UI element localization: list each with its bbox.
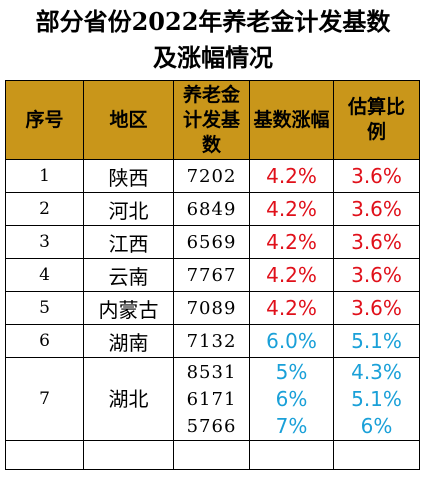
blank-cell (333, 440, 420, 470)
table-row: 2 河北 6849 4.2% 3.6% (5, 192, 420, 226)
cell-base: 7767 (173, 258, 250, 292)
cell-region: 陕西 (83, 159, 174, 193)
header-increase: 基数涨幅 (249, 80, 334, 160)
base-value: 6171 (186, 388, 237, 410)
cell-region: 湖北 (83, 357, 174, 441)
cell-increase: 4.2% (249, 291, 334, 325)
cell-ratio: 4.3% 5.1% 6% (333, 357, 420, 441)
table-row: 3 江西 6569 4.2% 3.6% (5, 225, 420, 259)
cell-ratio: 3.6% (333, 159, 420, 193)
header-no: 序号 (5, 80, 84, 160)
table-row: 7 湖北 8531 6171 5766 5% 6% 7% 4.3% 5.1% 6… (5, 357, 420, 441)
base-value: 8531 (186, 361, 237, 383)
ratio-value: 5.1% (351, 386, 402, 411)
cell-region: 内蒙古 (83, 291, 174, 325)
cell-base: 8531 6171 5766 (173, 357, 250, 441)
cell-no: 7 (5, 357, 84, 441)
cell-increase: 4.2% (249, 159, 334, 193)
cell-increase: 5% 6% 7% (249, 357, 334, 441)
cell-region: 江西 (83, 225, 174, 259)
blank-cell (5, 440, 84, 470)
table-header-row: 序号 地区 养老金 计发基 数 基数涨幅 估算比 例 (5, 80, 420, 160)
page-title: 部分省份2022年养老金计发基数 及涨幅情况 (0, 4, 426, 78)
cell-ratio: 5.1% (333, 324, 420, 358)
cell-no: 5 (5, 291, 84, 325)
table-row: 5 内蒙古 7089 4.2% 3.6% (5, 291, 420, 325)
ratio-value: 4.3% (351, 359, 402, 384)
cell-base: 6849 (173, 192, 250, 226)
cell-no: 4 (5, 258, 84, 292)
increase-value: 7% (275, 413, 308, 438)
base-value: 5766 (186, 415, 237, 437)
title-line-2: 及涨幅情况 (153, 43, 273, 72)
table-row: 6 湖南 7132 6.0% 5.1% (5, 324, 420, 358)
cell-increase: 4.2% (249, 225, 334, 259)
cell-ratio: 3.6% (333, 291, 420, 325)
cell-ratio: 3.6% (333, 258, 420, 292)
blank-cell (173, 440, 250, 470)
cell-increase: 4.2% (249, 192, 334, 226)
ratio-value: 6% (360, 413, 393, 438)
cell-ratio: 3.6% (333, 225, 420, 259)
increase-value: 5% (275, 359, 308, 384)
blank-cell (83, 440, 174, 470)
cell-region: 河北 (83, 192, 174, 226)
blank-cell (249, 440, 334, 470)
header-ratio: 估算比 例 (333, 80, 420, 160)
cell-base: 7202 (173, 159, 250, 193)
increase-value: 6% (275, 386, 308, 411)
cell-no: 2 (5, 192, 84, 226)
cell-base: 6569 (173, 225, 250, 259)
cell-no: 1 (5, 159, 84, 193)
cell-no: 6 (5, 324, 84, 358)
cell-no: 3 (5, 225, 84, 259)
cell-increase: 6.0% (249, 324, 334, 358)
header-region: 地区 (83, 80, 174, 160)
cell-base: 7089 (173, 291, 250, 325)
header-base: 养老金 计发基 数 (173, 80, 250, 160)
cell-increase: 4.2% (249, 258, 334, 292)
table-row: 1 陕西 7202 4.2% 3.6% (5, 159, 420, 193)
table-row-blank (5, 440, 420, 470)
cell-ratio: 3.6% (333, 192, 420, 226)
title-line-1: 部分省份2022年养老金计发基数 (35, 7, 391, 36)
pension-table: 序号 地区 养老金 计发基 数 基数涨幅 估算比 例 1 陕西 7202 4.2… (5, 80, 420, 470)
cell-region: 云南 (83, 258, 174, 292)
table-row: 4 云南 7767 4.2% 3.6% (5, 258, 420, 292)
cell-base: 7132 (173, 324, 250, 358)
cell-region: 湖南 (83, 324, 174, 358)
